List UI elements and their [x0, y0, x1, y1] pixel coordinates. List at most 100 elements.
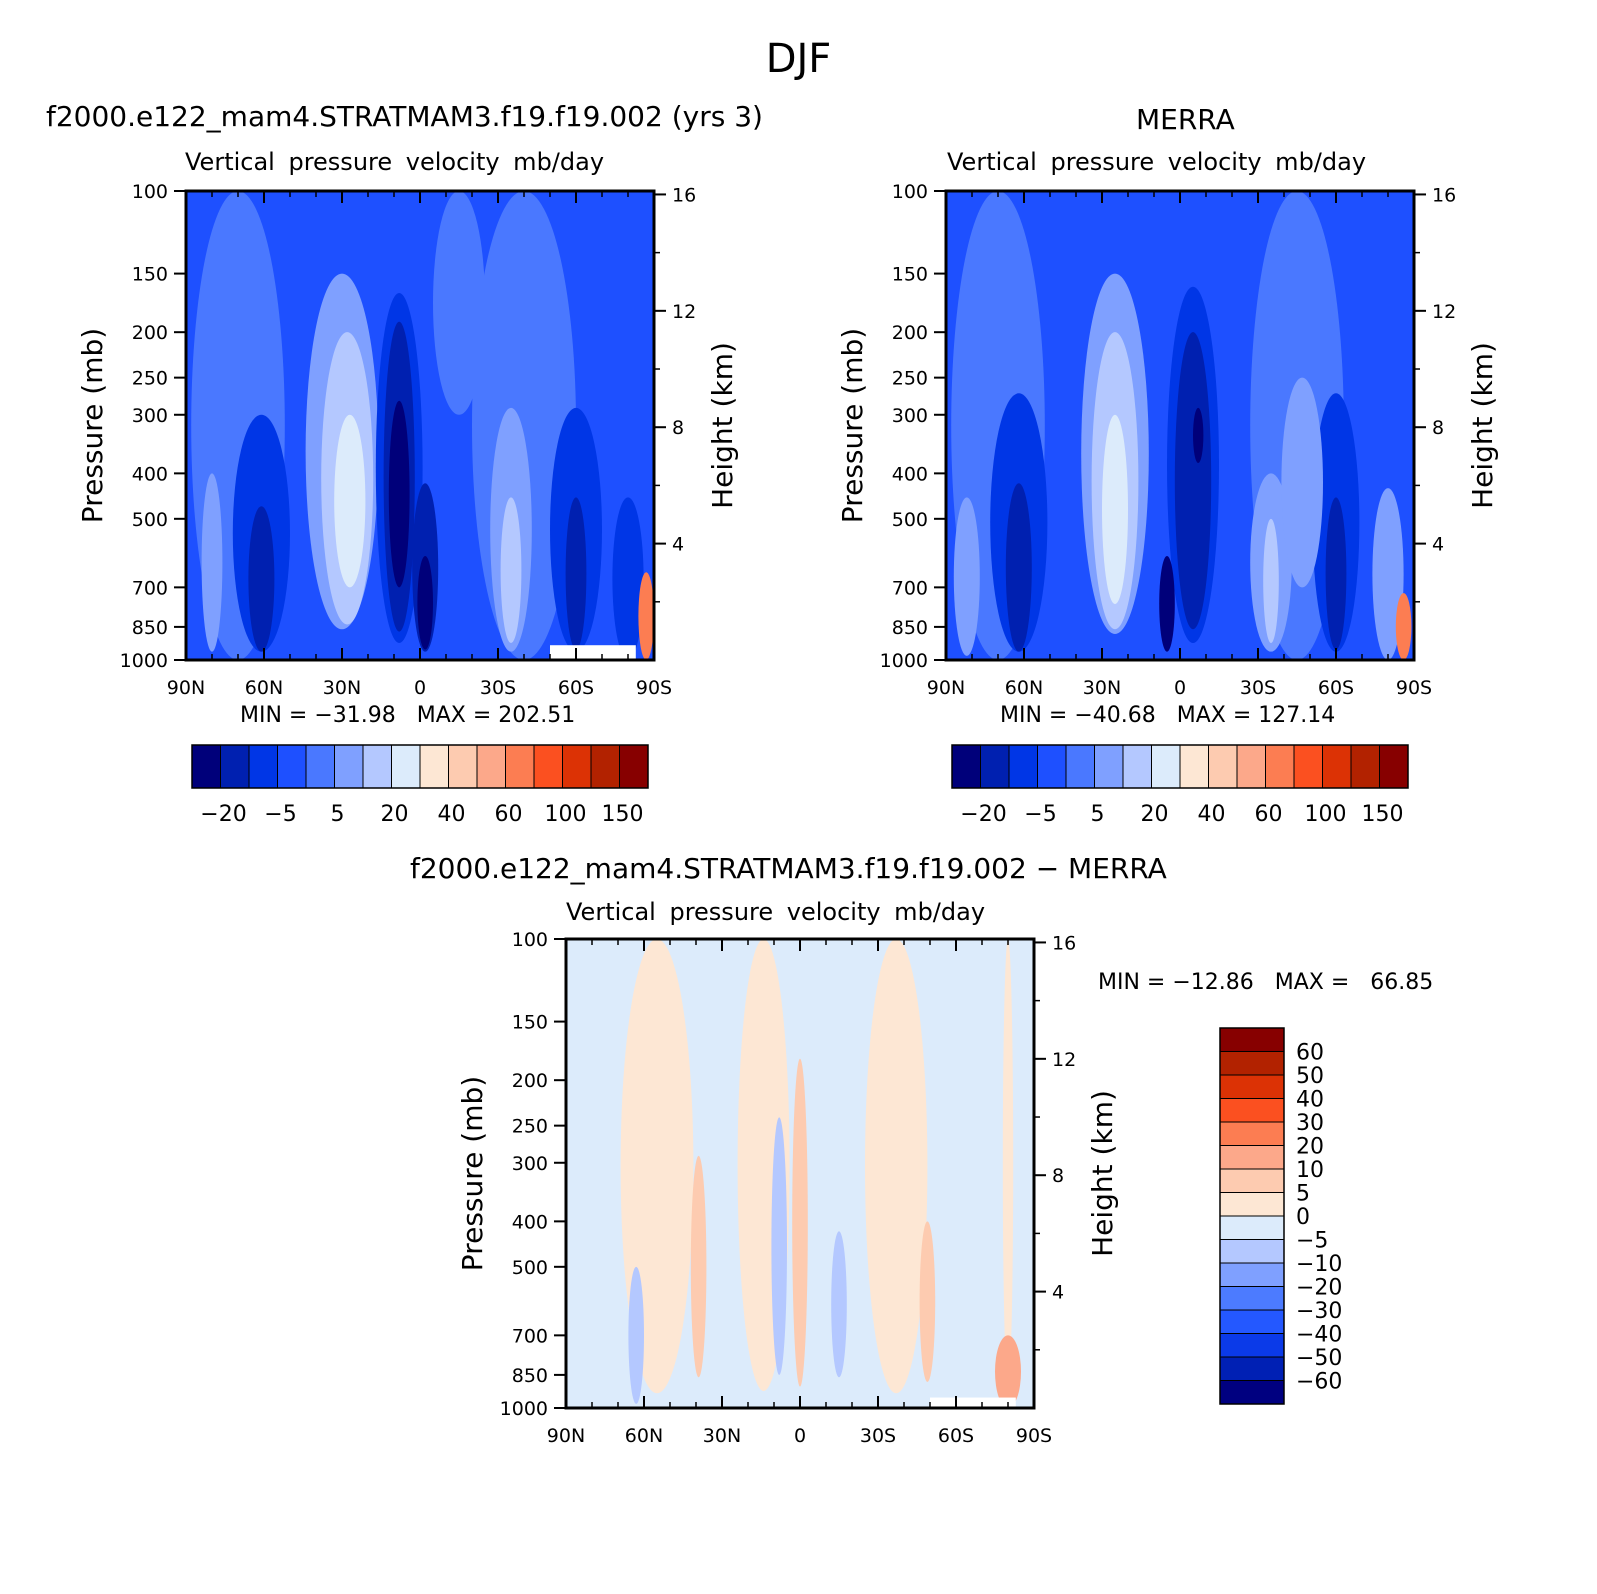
y2-axis-label: Height (km) — [706, 342, 739, 509]
x-tick-label: 0 — [1174, 677, 1186, 699]
colorbar-label: 60 — [1296, 1041, 1324, 1066]
x-tick-label: 30S — [1240, 677, 1276, 699]
panel-1-subtitle: Vertical pressure velocity mb/day — [185, 148, 605, 176]
contour-region — [500, 497, 522, 644]
contour-region — [1372, 488, 1404, 660]
y-axis-label: Pressure (mb) — [456, 1076, 489, 1271]
colorbar-swatch — [1219, 1121, 1285, 1146]
y2-tick-label: 12 — [672, 301, 696, 323]
contour-region — [1002, 939, 1014, 1387]
y2-tick-label: 4 — [672, 534, 684, 556]
x-tick-label: 30N — [323, 677, 361, 699]
colorbar-label: 60 — [1255, 802, 1283, 827]
x-tick-label: 60S — [1318, 677, 1354, 699]
colorbar-label: −5 — [264, 802, 296, 827]
y2-tick-label: 4 — [1432, 534, 1444, 556]
x-tick-label: 0 — [414, 677, 426, 699]
contour-region — [612, 497, 644, 660]
colorbar-swatch — [562, 744, 592, 789]
y2-tick-label: 12 — [1432, 301, 1456, 323]
colorbar-label: −5 — [1024, 802, 1056, 827]
y-tick-label: 500 — [892, 509, 928, 531]
colorbar-label: −30 — [1296, 1299, 1342, 1324]
colorbar-label: 30 — [1296, 1111, 1324, 1136]
panel-3-title: f2000.e122_mam4.STRATMAM3.f19.f19.002 − … — [410, 852, 1167, 885]
colorbar-label: −40 — [1296, 1323, 1342, 1348]
colorbar-label: 5 — [1091, 802, 1105, 827]
colorbar-swatch — [220, 744, 250, 789]
y-tick-label: 850 — [132, 617, 168, 639]
colorbar-frame — [191, 744, 649, 789]
colorbar-swatch — [1350, 744, 1380, 789]
y-tick-label: 200 — [132, 322, 168, 344]
colorbar-label: −20 — [960, 802, 1006, 827]
y2-tick-label: 16 — [1432, 184, 1456, 206]
x-tick-label: 30S — [860, 1425, 896, 1447]
x-tick-label: 90S — [636, 677, 672, 699]
colorbar-label: −20 — [200, 802, 246, 827]
colorbar-swatch — [1219, 1192, 1285, 1217]
y-tick-label: 100 — [892, 181, 928, 203]
colorbar-label: 5 — [1296, 1182, 1310, 1207]
colorbar-swatch — [1265, 744, 1295, 789]
colorbar-swatch — [1236, 744, 1266, 789]
y-tick-label: 200 — [512, 1070, 548, 1092]
colorbar-swatch — [1219, 1074, 1285, 1099]
y-tick-label: 150 — [132, 264, 168, 286]
contour-region — [953, 497, 980, 656]
colorbar-label: −60 — [1296, 1370, 1342, 1395]
colorbar-label: 20 — [1296, 1135, 1324, 1160]
panel-3-plot: 90N 60N 30N 0 30S 60S 90S 100 150 200 250 300 400 500… — [456, 929, 1119, 1447]
colorbar-swatch — [951, 744, 981, 789]
colorbar-swatch — [305, 744, 335, 789]
colorbar-label: 150 — [602, 802, 644, 827]
colorbar-swatch — [1219, 1098, 1285, 1123]
panel-1-plot: 90N 60N 30N 0 30S 60S 90S 100 150 200 250 300 400 500… — [76, 181, 739, 699]
x-tick-label: 90S — [1396, 677, 1432, 699]
contour-region — [919, 1221, 936, 1382]
colorbar-swatch — [419, 744, 449, 789]
colorbar-swatch — [505, 744, 535, 789]
y2-tick-label: 8 — [672, 417, 684, 439]
colorbar-2: −20 −5 5 20 40 60 100 150 — [951, 744, 1409, 827]
y-tick-label: 400 — [132, 463, 168, 485]
colorbar-frame — [951, 744, 1409, 789]
colorbar-swatch — [391, 744, 421, 789]
colorbar-swatch — [248, 744, 278, 789]
colorbar-swatch — [1208, 744, 1238, 789]
y2-axis-label: Height (km) — [1466, 342, 1499, 509]
colorbar-label: 20 — [1141, 802, 1169, 827]
contour-region — [1263, 518, 1279, 644]
contour-region — [1395, 593, 1412, 660]
contour-region — [995, 1335, 1021, 1408]
contour-region — [417, 555, 434, 650]
missing-data-region — [550, 645, 636, 660]
colorbar-1: −20 −5 5 20 40 60 100 150 — [191, 744, 649, 827]
y-tick-label: 1000 — [120, 650, 168, 672]
missing-data-region — [930, 1397, 1016, 1408]
y-tick-label: 500 — [512, 1257, 548, 1279]
colorbar-label: 60 — [495, 802, 523, 827]
colorbar-label: −10 — [1296, 1252, 1342, 1277]
colorbar-swatch — [1008, 744, 1038, 789]
colorbar-label: 40 — [438, 802, 466, 827]
contour-region — [565, 497, 587, 650]
y-tick-label: 300 — [132, 405, 168, 427]
panel-3-minmax: MIN = −12.86 MAX = 66.85 — [1098, 970, 1434, 995]
colorbar-label: 5 — [331, 802, 345, 827]
y-tick-label: 700 — [512, 1325, 548, 1347]
y-tick-label: 100 — [512, 929, 548, 951]
panel-1-minmax: MIN = −31.98 MAX = 202.51 — [240, 703, 576, 728]
panel-2-title: MERRA — [1136, 103, 1235, 136]
colorbar-label: −50 — [1296, 1346, 1342, 1371]
colorbar-swatch — [1037, 744, 1067, 789]
y-tick-label: 200 — [892, 322, 928, 344]
colorbar-swatch — [277, 744, 307, 789]
contour-region — [1193, 407, 1204, 463]
y-axis-label: Pressure (mb) — [836, 328, 869, 523]
colorbar-swatch — [1219, 1262, 1285, 1287]
colorbar-swatch — [334, 744, 364, 789]
colorbar-swatch — [1219, 1286, 1285, 1311]
y2-tick-label: 8 — [1052, 1165, 1064, 1187]
